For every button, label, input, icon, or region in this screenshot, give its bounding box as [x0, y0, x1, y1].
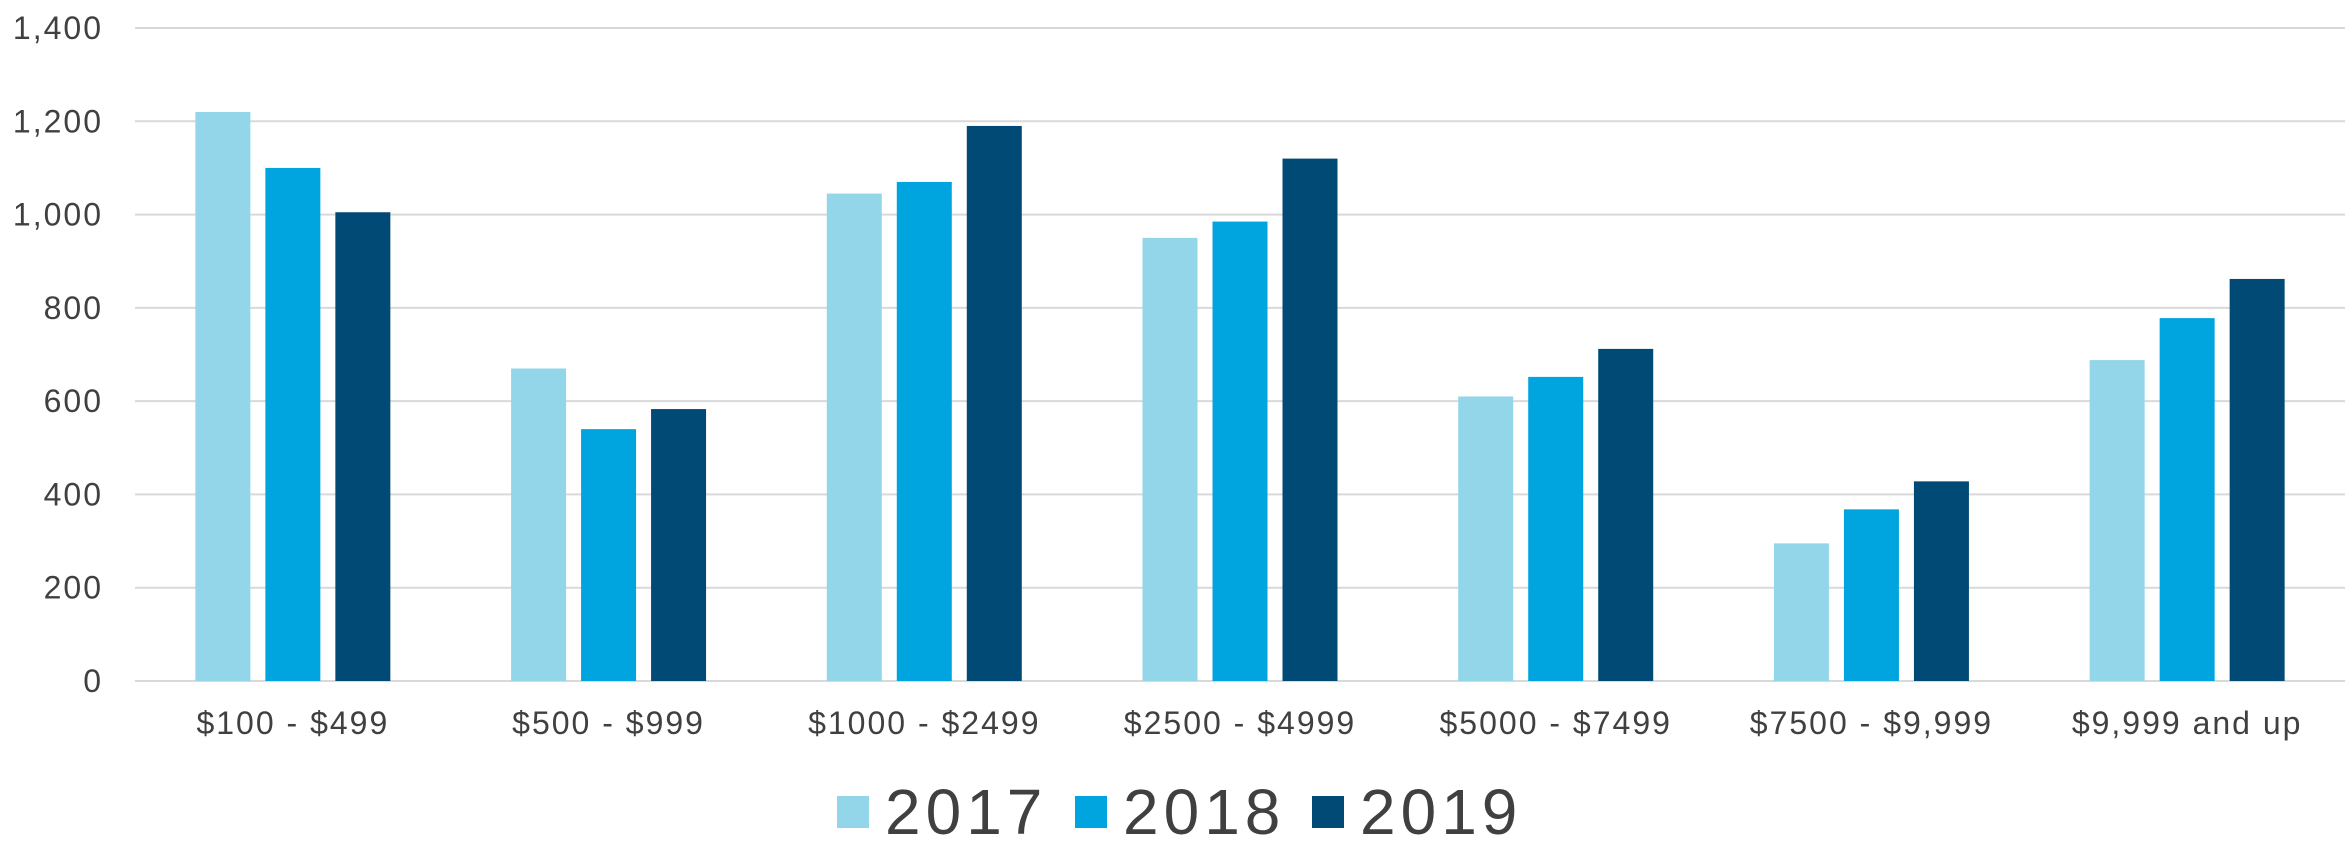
y-tick-label: 400: [44, 476, 103, 512]
x-category-label: $500 - $999: [512, 705, 705, 741]
bar-2018: [581, 429, 637, 681]
bar-2017: [195, 111, 251, 681]
y-tick-label: 200: [44, 570, 103, 606]
y-axis-ticks: 0 200 400 600 800 1,000 1,200 1,400: [13, 10, 103, 699]
legend-swatch-2018: [1075, 796, 1107, 828]
legend-label-2017: 2017: [885, 776, 1047, 848]
legend-label-2019: 2019: [1360, 776, 1522, 848]
y-tick-label: 1,000: [13, 197, 103, 233]
bar-2019: [966, 125, 1022, 681]
y-tick-label: 1,200: [13, 103, 103, 139]
bar-2017: [826, 193, 882, 681]
x-axis-categories: $100 - $499 $500 - $999 $1000 - $2499 $2500…: [196, 705, 2303, 741]
x-category-label: $2500 - $4999: [1124, 705, 1356, 741]
x-category-label: $7500 - $9,999: [1750, 705, 1993, 741]
bar-2017: [1458, 396, 1514, 681]
bar-2018: [2159, 318, 2215, 681]
bar-2018: [265, 167, 321, 681]
bar-2018: [896, 181, 952, 681]
bar-2017: [2089, 360, 2145, 681]
bar-2019: [651, 409, 707, 681]
bar-2017: [1773, 543, 1829, 681]
bar-2019: [1282, 158, 1338, 682]
bar-2017: [1142, 237, 1198, 681]
bar-2019: [2229, 278, 2285, 681]
x-category-label: $100 - $499: [196, 705, 389, 741]
legend-swatch-2017: [837, 796, 869, 828]
bar-2018: [1212, 221, 1268, 681]
bars: [195, 111, 2285, 682]
legend: 2017 2018 2019: [837, 776, 1522, 848]
legend-swatch-2019: [1312, 796, 1344, 828]
bar-2019: [1598, 348, 1654, 681]
bar-2019: [335, 212, 391, 681]
bar-2019: [1913, 481, 1969, 681]
legend-label-2018: 2018: [1123, 776, 1285, 848]
y-tick-label: 1,400: [13, 10, 103, 46]
y-tick-label: 600: [44, 383, 103, 419]
bar-2017: [511, 368, 567, 681]
bar-2018: [1528, 376, 1584, 681]
x-category-label: $1000 - $2499: [808, 705, 1040, 741]
x-category-label: $5000 - $7499: [1440, 705, 1672, 741]
y-tick-label: 0: [83, 663, 103, 699]
bar-2018: [1843, 509, 1899, 681]
x-category-label: $9,999 and up: [2072, 705, 2303, 741]
y-tick-label: 800: [44, 290, 103, 326]
